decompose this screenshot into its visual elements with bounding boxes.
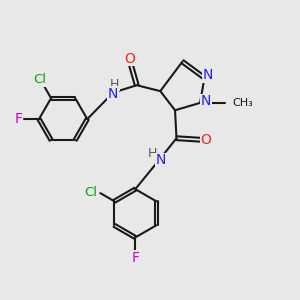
Text: CH₃: CH₃ xyxy=(232,98,253,108)
Text: O: O xyxy=(200,133,211,147)
Text: H: H xyxy=(110,78,119,91)
Text: Cl: Cl xyxy=(84,186,98,199)
Text: O: O xyxy=(124,52,135,66)
Text: F: F xyxy=(131,251,139,265)
Text: F: F xyxy=(14,112,22,126)
Text: N: N xyxy=(156,153,166,167)
Text: Cl: Cl xyxy=(34,73,46,86)
Text: H: H xyxy=(148,147,157,160)
Text: N: N xyxy=(201,94,211,108)
Text: N: N xyxy=(108,87,119,101)
Text: N: N xyxy=(203,68,213,82)
